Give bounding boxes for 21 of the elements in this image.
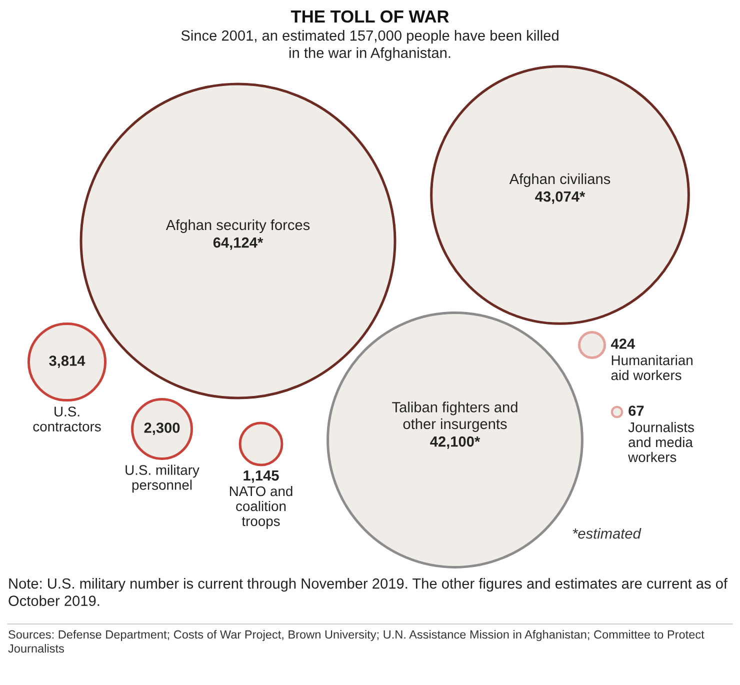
data-label: 3,814: [49, 356, 86, 368]
text: THE TOLL OF WAR: [290, 10, 449, 23]
category-label: Afghan civilians: [509, 173, 610, 187]
source-note: Sources: Defense Department; Costs of War Project, Brown University; U.N. Assistance Mission in Afghanistan; Committee to Protect Journalists: [8, 630, 704, 653]
category-label: U.S. contractors: [33, 406, 101, 432]
data-label: 67: [628, 406, 644, 416]
data-label: 424: [610, 338, 636, 349]
text: Note: U.S. military number is current through November 2019. The other figures and estimates are current as of October 2019.: [8, 578, 728, 606]
data-label: 1,145: [244, 470, 279, 483]
text: Since 2001, an estimated 157,000 people have been killed in the war in Afghanistan.: [181, 30, 558, 61]
text: *estimated: [572, 528, 642, 539]
data-label: 43,074*: [535, 191, 586, 204]
category-label: U.S. military personnel: [126, 464, 200, 493]
data-label: 42,100*: [430, 436, 480, 449]
category-label: Humanitarian aid workers: [611, 355, 692, 380]
category-label: Journalists and media workers: [628, 422, 694, 462]
category-label: Afghan security forces: [166, 219, 310, 233]
category-label: Taliban fighters and other insurgents: [392, 402, 518, 432]
category-label: NATO and coalition troops: [230, 486, 292, 529]
data-label: 64,124*: [213, 237, 264, 250]
data-label: 2,300: [144, 422, 180, 436]
